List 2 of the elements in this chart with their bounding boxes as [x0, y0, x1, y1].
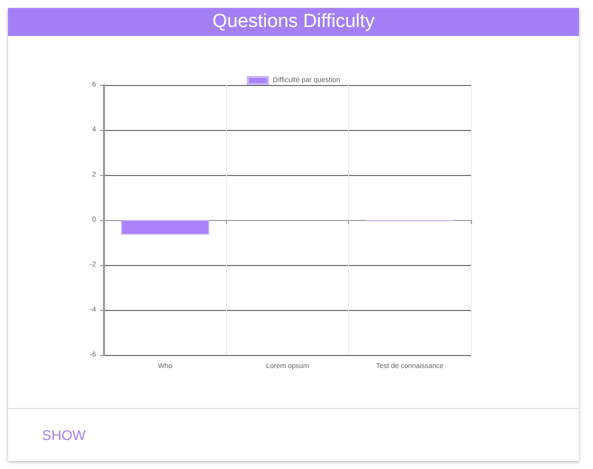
text: SHOW	[42, 427, 86, 443]
chart-title: Questions Difficulty	[8, 8, 579, 36]
